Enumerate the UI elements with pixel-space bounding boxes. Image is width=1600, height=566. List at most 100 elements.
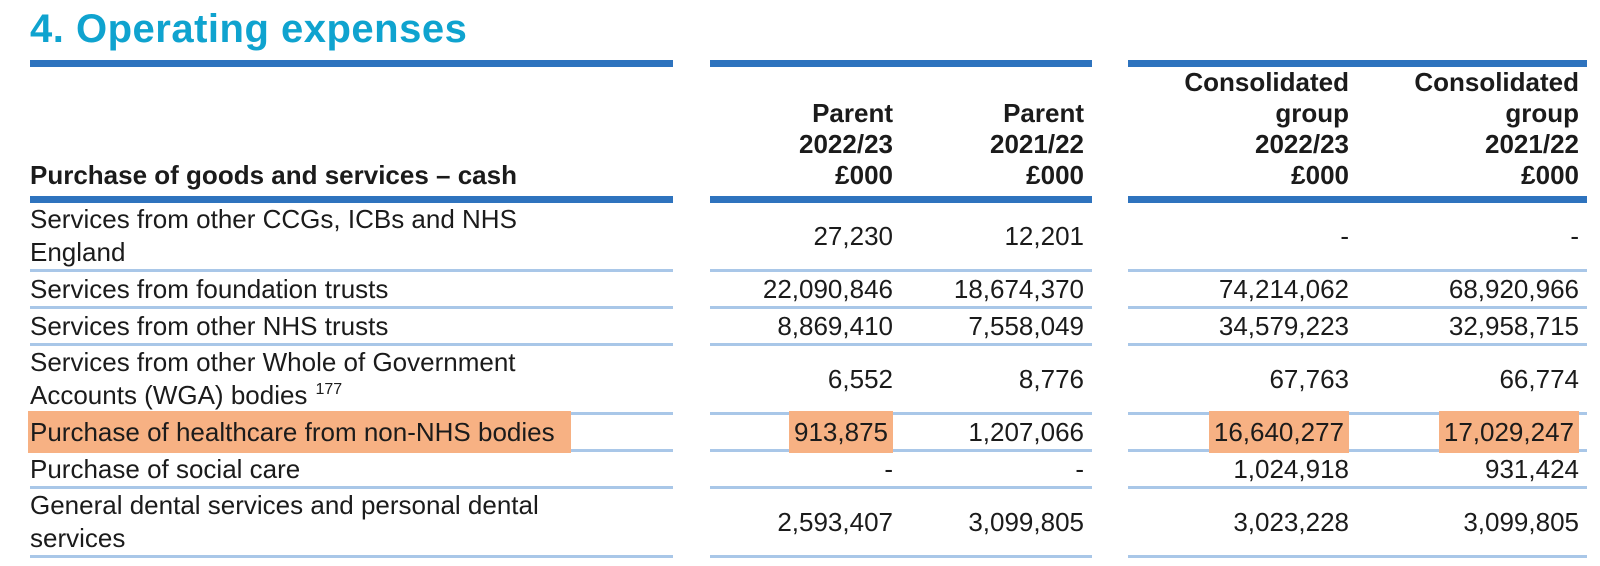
cell-group-2022-23: 34,579,223 [1128, 307, 1357, 346]
cell-value: 66,774 [1499, 363, 1579, 394]
table-row-nhs-trusts: Services from other NHS trusts 8,869,410… [30, 307, 1587, 346]
cell-parent-2021-22: 3,099,805 [901, 487, 1092, 558]
row-label: Purchase of social care [30, 453, 301, 484]
cell-value: 16,640,277 [1208, 410, 1349, 453]
cell-value: 74,214,062 [1218, 273, 1349, 304]
cell-value: 68,920,966 [1448, 273, 1579, 304]
table-row-foundation-trusts: Services from foundation trusts 22,090,8… [30, 270, 1587, 309]
cell-value: 27,230 [813, 220, 893, 251]
cell-value: 22,090,846 [762, 273, 893, 304]
cell-value: 3,099,805 [1463, 506, 1579, 537]
cell-value: - [1570, 220, 1579, 251]
cell-group-2021-22: - [1357, 199, 1587, 272]
table-row-wga-bodies: Services from other Whole of Government … [30, 344, 1587, 415]
column-header-parent-2021-22: Parent 2021/22 £000 [901, 60, 1092, 203]
row-label-cell: General dental services and personal den… [30, 487, 673, 558]
table-row-healthcare-non-nhs: Purchase of healthcare from non-NHS bodi… [28, 410, 1587, 453]
cell-value: 6,552 [827, 363, 893, 394]
cell-parent-2022-23: 22,090,846 [710, 270, 901, 309]
column-gap [1092, 414, 1128, 451]
cell-parent-2021-22: 1,207,066 [901, 413, 1092, 452]
column-gap [673, 308, 710, 345]
table-row-dental-services: General dental services and personal den… [30, 487, 1587, 558]
section-header-purchase-goods-services: Purchase of goods and services – cash [30, 60, 673, 203]
cell-value: - [1340, 220, 1349, 251]
cell-group-2021-22: 17,029,247 [1357, 410, 1587, 453]
column-gap [1092, 271, 1128, 308]
cell-parent-2021-22: - [901, 450, 1092, 489]
cell-group-2022-23: 74,214,062 [1128, 270, 1357, 309]
cell-value: 8,869,410 [777, 310, 893, 341]
column-gap [673, 414, 710, 451]
column-gap [673, 488, 710, 557]
cell-value: 1,024,918 [1233, 453, 1349, 484]
cell-value: 67,763 [1269, 363, 1349, 394]
row-label-cell: Services from other NHS trusts [30, 307, 673, 346]
cell-parent-2022-23: - [710, 450, 901, 489]
cell-value: 8,776 [1018, 363, 1084, 394]
cell-value: - [884, 453, 893, 484]
column-gap [1092, 451, 1128, 488]
column-gap [1092, 345, 1128, 414]
column-gap [1092, 64, 1128, 200]
column-gap [673, 271, 710, 308]
cell-value: 3,023,228 [1233, 506, 1349, 537]
row-label: Services from other CCGs, ICBs and NHS E… [30, 204, 517, 267]
row-label-cell: Services from other CCGs, ICBs and NHS E… [30, 199, 673, 272]
cell-value: 12,201 [1004, 220, 1084, 251]
cell-value: - [1075, 453, 1084, 484]
cell-value: 913,875 [789, 410, 893, 453]
column-gap [673, 200, 710, 271]
cell-group-2022-23: 67,763 [1128, 344, 1357, 415]
footnote-ref: 177 [315, 381, 343, 399]
row-label-cell: Services from foundation trusts [30, 270, 673, 309]
cell-value: 1,207,066 [968, 416, 1084, 447]
column-gap [1092, 200, 1128, 271]
cell-parent-2021-22: 8,776 [901, 344, 1092, 415]
row-label: Services from other NHS trusts [30, 310, 389, 341]
cell-parent-2021-22: 7,558,049 [901, 307, 1092, 346]
column-gap [673, 451, 710, 488]
cell-value: 32,958,715 [1448, 310, 1579, 341]
cell-parent-2022-23: 27,230 [710, 199, 901, 272]
cell-parent-2022-23: 2,593,407 [710, 487, 901, 558]
cell-group-2022-23: 16,640,277 [1128, 410, 1357, 453]
cell-group-2022-23: 3,023,228 [1128, 487, 1357, 558]
cell-group-2022-23: - [1128, 199, 1357, 272]
cell-group-2022-23: 1,024,918 [1128, 450, 1357, 489]
table-row-social-care: Purchase of social care - - 1,024,918 93… [30, 450, 1587, 489]
cell-value: 7,558,049 [968, 310, 1084, 341]
cell-parent-2022-23: 6,552 [710, 344, 901, 415]
cell-value: 3,099,805 [968, 506, 1084, 537]
column-gap [1092, 308, 1128, 345]
table-row-services-ccgs: Services from other CCGs, ICBs and NHS E… [30, 199, 1587, 272]
cell-value: 34,579,223 [1218, 310, 1349, 341]
cell-group-2021-22: 66,774 [1357, 344, 1587, 415]
cell-value: 931,424 [1485, 453, 1579, 484]
row-label-cell: Services from other Whole of Government … [30, 344, 673, 415]
cell-parent-2022-23: 913,875 [710, 410, 901, 453]
row-label: General dental services and personal den… [30, 490, 539, 553]
column-gap [673, 345, 710, 414]
column-header-group-2021-22: Consolidated group 2021/22 £000 [1357, 60, 1587, 203]
column-header-parent-2022-23: Parent 2022/23 £000 [710, 60, 901, 203]
cell-group-2021-22: 931,424 [1357, 450, 1587, 489]
cell-group-2021-22: 68,920,966 [1357, 270, 1587, 309]
column-gap [673, 64, 710, 200]
column-header-group-2022-23: Consolidated group 2022/23 £000 [1128, 60, 1357, 203]
row-label: Services from foundation trusts [30, 273, 389, 304]
column-gap [1092, 488, 1128, 557]
cell-parent-2021-22: 12,201 [901, 199, 1092, 272]
cell-value: 2,593,407 [777, 506, 893, 537]
operating-expenses-table: Purchase of goods and services – cash Pa… [28, 60, 1587, 558]
cell-group-2021-22: 32,958,715 [1357, 307, 1587, 346]
cell-parent-2022-23: 8,869,410 [710, 307, 901, 346]
cell-group-2021-22: 3,099,805 [1357, 487, 1587, 558]
cell-parent-2021-22: 18,674,370 [901, 270, 1092, 309]
cell-value: 17,029,247 [1438, 410, 1579, 453]
row-label: Services from other Whole of Government … [30, 347, 516, 410]
row-label-cell: Purchase of social care [30, 450, 673, 489]
cell-value: 18,674,370 [953, 273, 1084, 304]
page-title: 4. Operating expenses [30, 7, 468, 51]
